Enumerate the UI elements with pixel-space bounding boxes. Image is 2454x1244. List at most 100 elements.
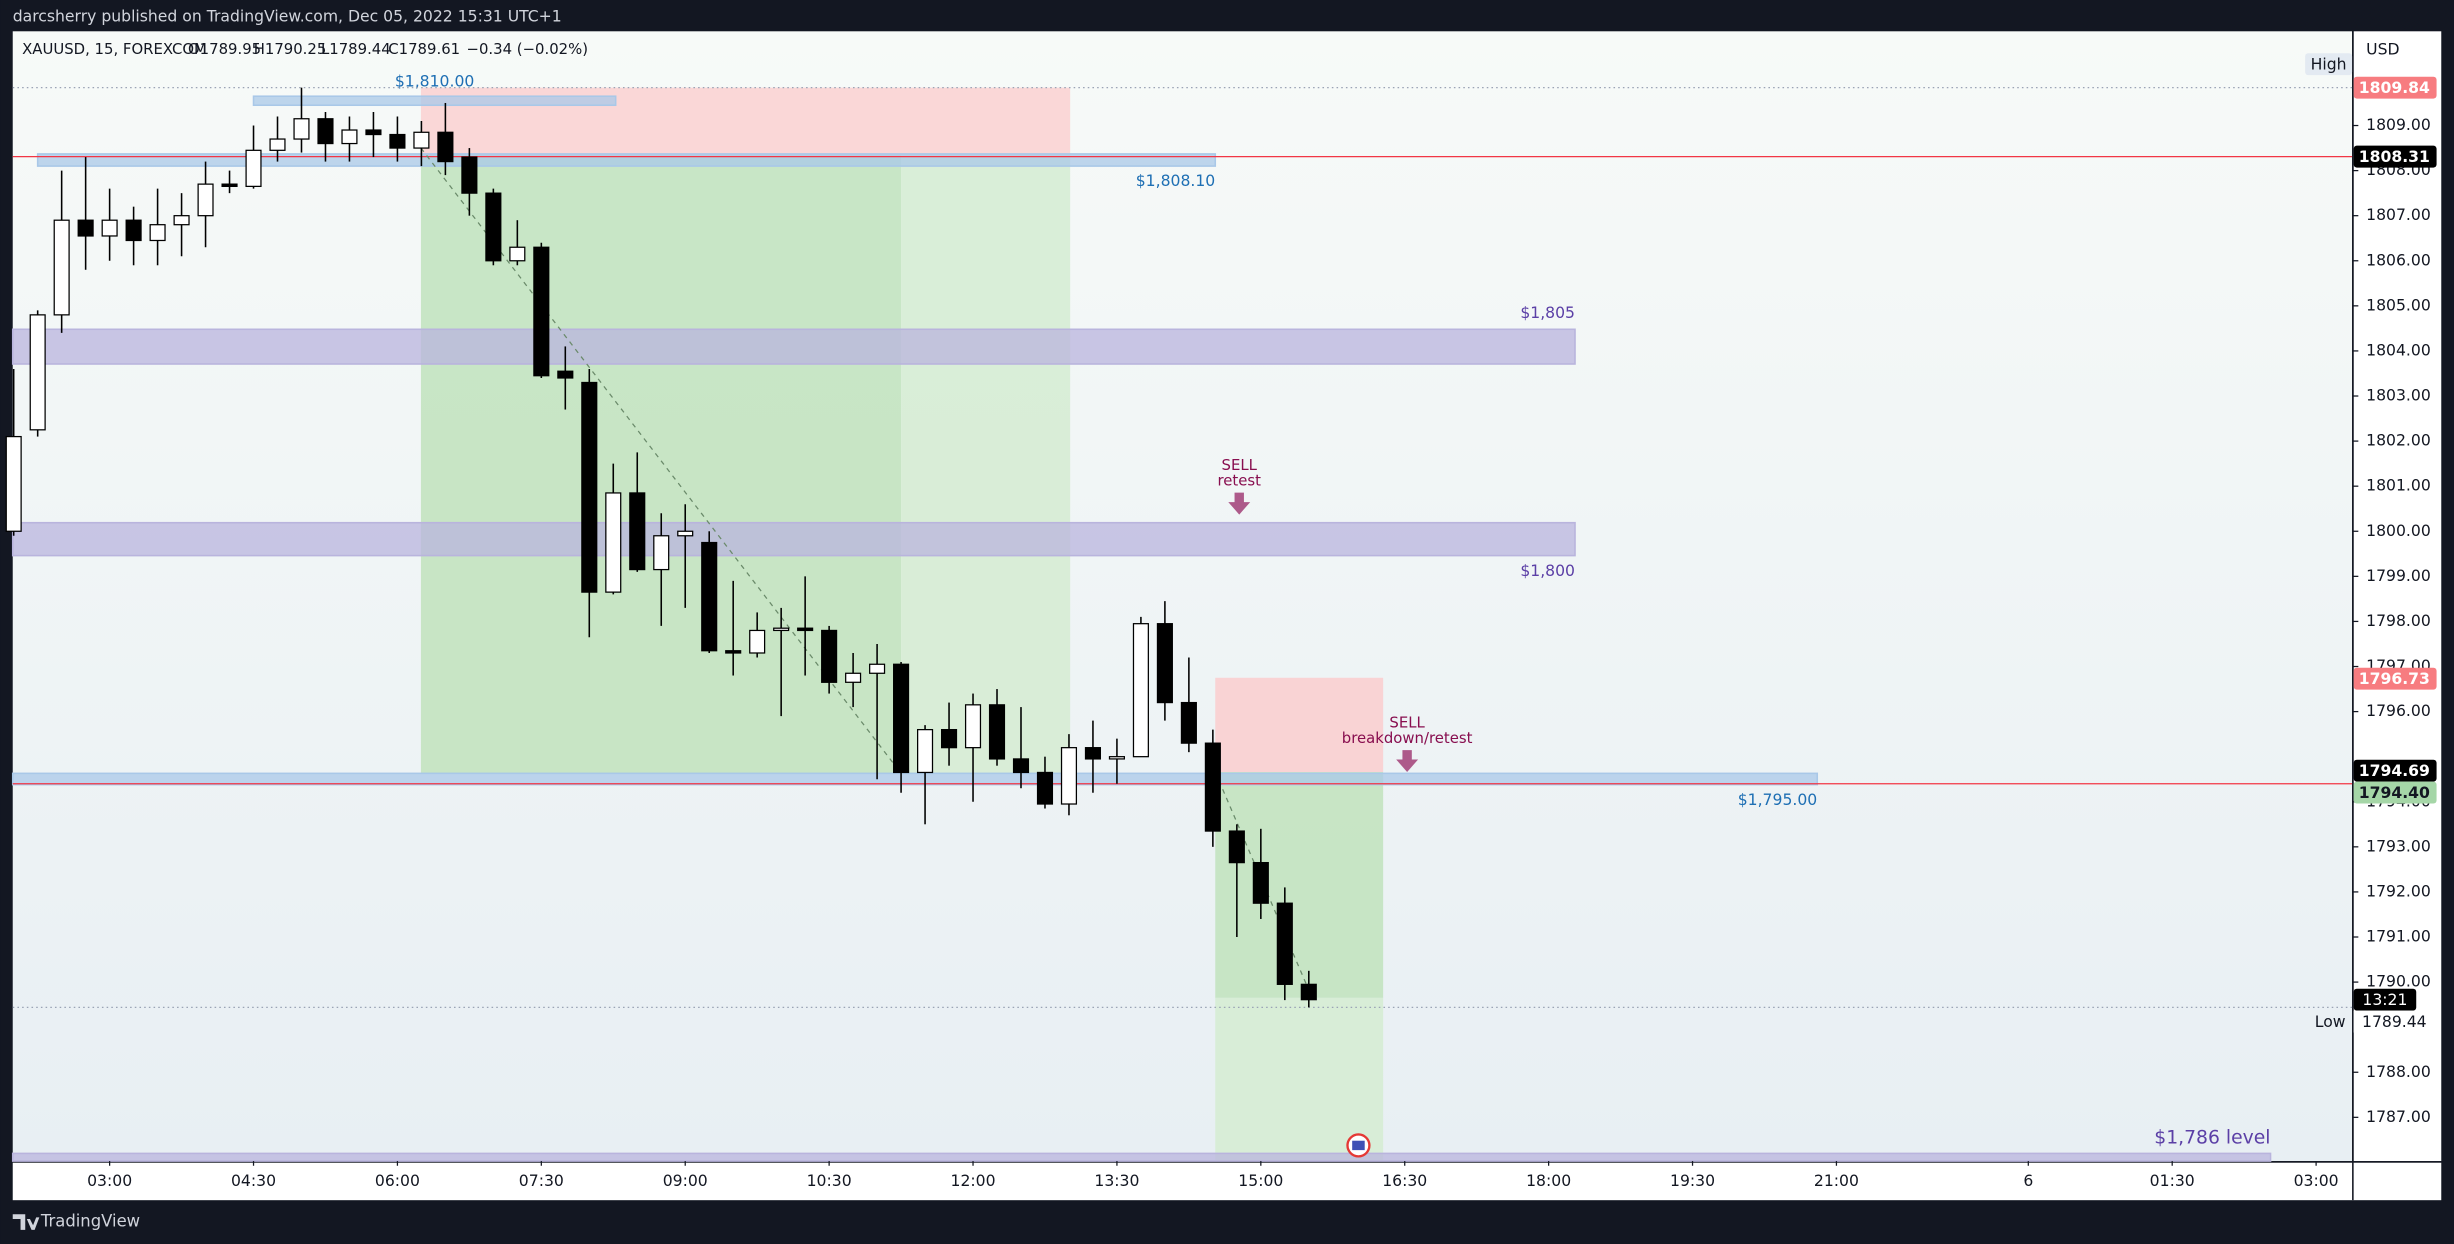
candle-body [461, 156, 478, 194]
y-tick-label: 1793.00 [2366, 836, 2431, 855]
candle-body [557, 370, 574, 379]
chart: $1,810.00 $1,808.10 $1,805 $1,800 $1,795.00 $… [5, 72, 2353, 1162]
candle-body [317, 118, 334, 145]
plot-area [12, 31, 2353, 1162]
zone-label: $1,808.10 [1136, 171, 1216, 190]
price-badge-label: 1809.84 [2359, 78, 2430, 97]
y-tick-label: 1801.00 [2366, 476, 2431, 495]
zone [11, 772, 1819, 786]
x-tick-label: 09:00 [663, 1171, 708, 1190]
x-tick-label: 21:00 [1814, 1171, 1859, 1190]
x-tick-label: 19:30 [1670, 1171, 1715, 1190]
ohlc-low: L1789.44 [321, 40, 391, 58]
ohlc-close: C1789.61 [388, 40, 460, 58]
candle-body [245, 149, 262, 188]
candle-body [413, 131, 430, 149]
x-tick-label: 01:30 [2150, 1171, 2195, 1190]
y-tick-label: 1806.00 [2366, 250, 2431, 269]
time-axis [12, 1162, 2442, 1201]
y-tick-label: 1787.00 [2366, 1107, 2431, 1126]
candle-body [749, 629, 766, 654]
candle-body [653, 535, 670, 571]
candle-body [533, 246, 550, 377]
candle-body [988, 704, 1006, 760]
candle-body [1276, 902, 1293, 985]
zone [11, 1152, 2272, 1162]
high-label: High [2311, 54, 2347, 73]
y-tick-label: 1805.00 [2366, 295, 2431, 314]
x-tick-label: 06:00 [375, 1171, 420, 1190]
candle-body [5, 435, 22, 532]
x-tick-label: 18:00 [1526, 1171, 1571, 1190]
position-box [1215, 772, 1384, 998]
x-tick-label: 15:00 [1238, 1171, 1283, 1190]
candle-body [389, 133, 406, 149]
candle-body [365, 129, 382, 136]
candle-body [29, 314, 46, 431]
candle-body [629, 492, 646, 571]
x-tick-label: 03:00 [87, 1171, 132, 1190]
price-axis [2353, 31, 2442, 1162]
annotation-text: SELL [1222, 456, 1258, 474]
y-tick-label: 1800.00 [2366, 521, 2431, 540]
countdown-badge [2353, 988, 2417, 1011]
candle-body [293, 118, 310, 140]
candle-body [1180, 701, 1197, 744]
zone [11, 328, 1576, 365]
price-badge [2353, 781, 2437, 804]
candle-body [509, 246, 526, 262]
y-tick-label: 1799.00 [2366, 566, 2431, 585]
candle-body [53, 219, 70, 316]
candle-body [1228, 830, 1245, 864]
ohlc-high: H1790.25 [254, 40, 327, 58]
candle-body [197, 183, 214, 217]
y-tick-label: 1788.00 [2366, 1062, 2431, 1081]
price-badge-label: 1794.69 [2359, 761, 2430, 780]
candle-body [1036, 771, 1054, 805]
candle-body [773, 627, 790, 632]
candle-body [1132, 623, 1149, 758]
candle-body [149, 224, 166, 242]
candle-body [101, 219, 118, 237]
y-tick-label: 1798.00 [2366, 611, 2431, 630]
candle-body [940, 728, 958, 749]
event-icon [1346, 1133, 1371, 1158]
candle-body [1108, 756, 1125, 760]
price-badge [2353, 759, 2437, 782]
annotation-arrow [1228, 492, 1251, 515]
annotation-text: retest [1218, 472, 1262, 490]
candle-body [77, 219, 94, 237]
price-badge-label: 1794.40 [2359, 783, 2430, 802]
x-tick-label: 13:30 [1094, 1171, 1139, 1190]
candle-body [1300, 983, 1317, 1001]
y-tick-label: 1809.00 [2366, 115, 2431, 134]
candle-body [893, 663, 910, 774]
zone-label: $1,805 [1520, 303, 1575, 322]
candle-body [221, 183, 238, 188]
brand: TradingView [40, 1212, 140, 1231]
annotation-text: breakdown/retest [1342, 729, 1473, 747]
y-tick-label: 1804.00 [2366, 340, 2431, 359]
candle-body [125, 219, 142, 242]
candle-body [1012, 758, 1030, 774]
publisher: darcsherry published on TradingView.com,… [13, 7, 562, 26]
y-tick-label: 1802.00 [2366, 431, 2431, 450]
trend-line [1214, 771, 1312, 996]
symbol: XAUUSD, 15, FOREXCOM [22, 40, 207, 58]
low-value: 1789.44 [2362, 1012, 2427, 1031]
axis-unit: USD [2366, 40, 2399, 59]
x-tick-label: 07:30 [519, 1171, 564, 1190]
zone-label: $1,800 [1520, 561, 1575, 580]
price-badge [2353, 667, 2437, 690]
candle-body [581, 381, 598, 593]
candle-body [485, 192, 502, 262]
candle-body [1084, 747, 1102, 760]
ohlc-open: O1789.95 [188, 40, 261, 58]
x-tick-label: 12:00 [951, 1171, 996, 1190]
annotation-arrow [1396, 750, 1419, 773]
zone [252, 95, 617, 107]
zone [11, 521, 1576, 557]
x-tick-label: 03:00 [2294, 1171, 2339, 1190]
candle-body [964, 704, 982, 749]
